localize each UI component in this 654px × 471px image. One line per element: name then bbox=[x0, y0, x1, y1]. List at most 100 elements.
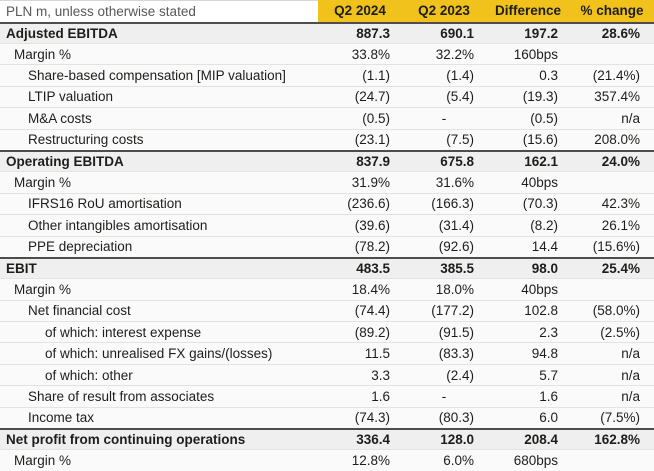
cell-difference: 1.6 bbox=[539, 388, 558, 404]
row-label: PPE depreciation bbox=[28, 239, 133, 255]
cell-pct-change: n/a bbox=[621, 110, 640, 126]
cell-q2-2023: (2.4) bbox=[446, 367, 474, 383]
table-row: LTIP valuation (24.7) (5.4) (19.3) 357.4… bbox=[0, 85, 654, 108]
cell-q2-2024: 18.4% bbox=[351, 281, 390, 297]
cell-q2-2024: (236.6) bbox=[347, 196, 390, 212]
cell-difference: 6.0 bbox=[539, 410, 558, 426]
cell-q2-2024: (1.1) bbox=[362, 68, 390, 84]
cell-difference: (70.3) bbox=[522, 196, 558, 212]
cell-pct-change bbox=[570, 450, 654, 470]
cell-q2-2023: (1.4) bbox=[446, 68, 474, 84]
table-row: Margin % 33.8% 32.2% 160bps bbox=[0, 42, 654, 65]
cell-difference: 208.4 bbox=[524, 432, 558, 448]
table-row: Other intangibles amortisation (39.6) (3… bbox=[0, 214, 654, 236]
cell-q2-2024: (89.2) bbox=[354, 324, 390, 340]
cell-difference: 102.8 bbox=[524, 303, 558, 319]
cell-q2-2023: (31.4) bbox=[438, 217, 474, 233]
header-col-q2-2024: Q2 2024 bbox=[318, 0, 402, 22]
table-header-row: PLN m, unless otherwise stated Q2 2024 Q… bbox=[0, 0, 654, 22]
cell-q2-2024: (74.4) bbox=[354, 303, 390, 319]
table-row: Adjusted EBITDA 887.3 690.1 197.2 28.6% bbox=[0, 21, 654, 43]
table-row: Margin % 12.8% 6.0% 680bps bbox=[0, 449, 654, 471]
cell-difference: 162.1 bbox=[524, 154, 558, 170]
cell-pct-change: 26.1% bbox=[601, 217, 640, 233]
header-col-q2-2023: Q2 2023 bbox=[402, 0, 486, 22]
cell-q2-2023: 31.6% bbox=[435, 175, 474, 191]
cell-difference: 98.0 bbox=[531, 261, 558, 277]
row-label: Share of result from associates bbox=[28, 388, 215, 404]
cell-q2-2023: 385.5 bbox=[440, 261, 474, 277]
cell-difference: 197.2 bbox=[524, 25, 558, 41]
cell-pct-change: 162.8% bbox=[594, 432, 640, 448]
row-label: of which: other bbox=[45, 367, 133, 383]
cell-q2-2023: (7.5) bbox=[446, 132, 474, 148]
cell-q2-2023: - bbox=[441, 388, 447, 404]
cell-q2-2024: 31.9% bbox=[351, 175, 390, 191]
cell-pct-change: 42.3% bbox=[601, 196, 640, 212]
cell-q2-2023: (91.5) bbox=[438, 324, 474, 340]
table-row: of which: interest expense (89.2) (91.5)… bbox=[0, 321, 654, 343]
table-row: Share-based compensation [MIP valuation]… bbox=[0, 64, 654, 86]
row-label: LTIP valuation bbox=[28, 89, 114, 105]
cell-pct-change bbox=[570, 44, 654, 64]
cell-q2-2024: 336.4 bbox=[356, 432, 390, 448]
cell-q2-2024: 33.8% bbox=[351, 46, 390, 62]
table-row: Income tax (74.3) (80.3) 6.0 (7.5%) bbox=[0, 406, 654, 429]
row-label: of which: interest expense bbox=[45, 324, 202, 340]
cell-q2-2023: 18.0% bbox=[435, 281, 474, 297]
cell-q2-2024: 3.3 bbox=[371, 367, 390, 383]
cell-q2-2024: 887.3 bbox=[356, 25, 390, 41]
table-row: Restructuring costs (23.1) (7.5) (15.6) … bbox=[0, 128, 654, 150]
cell-q2-2024: 837.9 bbox=[356, 154, 390, 170]
cell-q2-2023: 32.2% bbox=[435, 46, 474, 62]
cell-q2-2024: (78.2) bbox=[354, 239, 390, 255]
cell-q2-2024: (39.6) bbox=[354, 217, 390, 233]
cell-pct-change: 208.0% bbox=[594, 132, 640, 148]
table-row: Operating EBITDA 837.9 675.8 162.1 24.0% bbox=[0, 149, 654, 172]
cell-q2-2023: 6.0% bbox=[443, 453, 474, 469]
cell-difference: 2.3 bbox=[539, 324, 558, 340]
cell-q2-2023: (177.2) bbox=[431, 303, 474, 319]
cell-pct-change: n/a bbox=[621, 367, 640, 383]
row-label: Share-based compensation [MIP valuation] bbox=[28, 68, 286, 84]
row-label: Net profit from continuing operations bbox=[6, 432, 246, 448]
cell-q2-2023: 675.8 bbox=[440, 154, 474, 170]
table-caption: PLN m, unless otherwise stated bbox=[0, 0, 318, 22]
cell-q2-2024: (0.5) bbox=[362, 110, 390, 126]
cell-difference: 94.8 bbox=[531, 346, 558, 362]
cell-q2-2024: (24.7) bbox=[354, 89, 390, 105]
cell-difference: (19.3) bbox=[522, 89, 558, 105]
cell-q2-2023: 128.0 bbox=[440, 432, 474, 448]
row-label: Margin % bbox=[14, 453, 72, 469]
cell-difference: 680bps bbox=[513, 453, 558, 469]
cell-q2-2023: (5.4) bbox=[446, 89, 474, 105]
row-label: Net financial cost bbox=[28, 303, 131, 319]
cell-q2-2024: 1.6 bbox=[371, 388, 390, 404]
cell-q2-2024: 11.5 bbox=[364, 346, 390, 362]
row-label: Restructuring costs bbox=[28, 132, 144, 148]
cell-q2-2023: 690.1 bbox=[440, 25, 474, 41]
row-label: EBIT bbox=[6, 261, 37, 277]
cell-difference: 5.7 bbox=[539, 367, 558, 383]
cell-pct-change bbox=[570, 172, 654, 192]
cell-difference: 0.3 bbox=[539, 68, 558, 84]
row-label: Margin % bbox=[14, 281, 72, 297]
cell-pct-change: (7.5%) bbox=[600, 410, 640, 426]
table-row: Share of result from associates 1.6 - 1.… bbox=[0, 385, 654, 407]
table-row: EBIT 483.5 385.5 98.0 25.4% bbox=[0, 256, 654, 279]
table-row: of which: other 3.3 (2.4) 5.7 n/a bbox=[0, 363, 654, 386]
row-label: Margin % bbox=[14, 175, 72, 191]
cell-q2-2023: (166.3) bbox=[431, 196, 474, 212]
cell-difference: 40bps bbox=[521, 281, 558, 297]
row-label: Other intangibles amortisation bbox=[28, 217, 208, 233]
cell-pct-change: n/a bbox=[621, 346, 640, 362]
table-row: Net profit from continuing operations 33… bbox=[0, 428, 654, 450]
cell-q2-2023: (92.6) bbox=[438, 239, 474, 255]
cell-q2-2023: (80.3) bbox=[438, 410, 474, 426]
table-body: Adjusted EBITDA 887.3 690.1 197.2 28.6% … bbox=[0, 21, 654, 471]
row-label: Income tax bbox=[28, 410, 95, 426]
header-col-pct-change: % change bbox=[570, 0, 654, 22]
cell-pct-change: (58.0%) bbox=[592, 303, 640, 319]
row-label: IFRS16 RoU amortisation bbox=[28, 196, 182, 212]
